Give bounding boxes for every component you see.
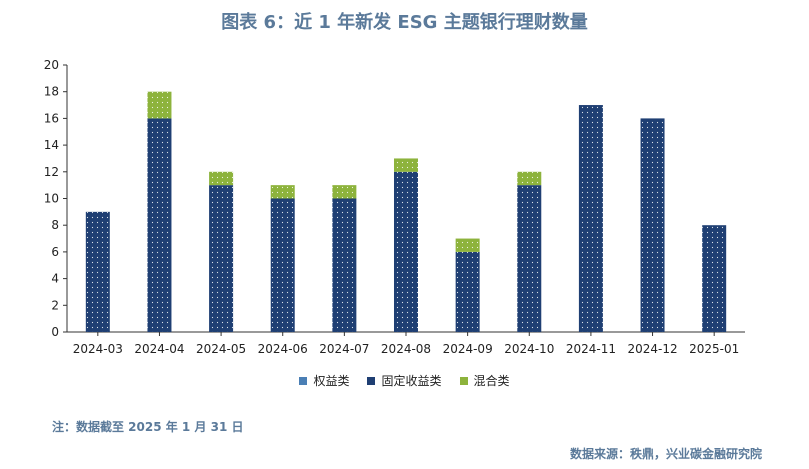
legend-item: 混合类 xyxy=(459,372,510,389)
y-tick-label: 20 xyxy=(44,58,59,72)
bar-segment xyxy=(640,118,665,333)
legend-swatch xyxy=(459,376,468,385)
x-tick-label: 2024-08 xyxy=(381,342,431,356)
y-tick-label: 10 xyxy=(44,192,59,206)
x-tick-label: 2024-04 xyxy=(134,342,184,356)
x-tick-label: 2025-01 xyxy=(689,342,739,356)
legend-label: 固定收益类 xyxy=(381,374,442,388)
bar-segment xyxy=(85,211,110,332)
x-tick-label: 2024-06 xyxy=(258,342,308,356)
legend-item: 权益类 xyxy=(299,372,349,389)
x-tick-label: 2024-10 xyxy=(504,342,554,356)
y-tick-label: 8 xyxy=(51,218,59,232)
bar-segment xyxy=(332,185,357,199)
bar-segment xyxy=(394,158,418,172)
figure-title: 图表 6：近 1 年新发 ESG 主题银行理财数量 xyxy=(221,12,588,33)
chart-bars xyxy=(85,91,727,333)
y-tick-label: 4 xyxy=(51,272,59,286)
y-tick-label: 18 xyxy=(44,85,59,99)
bar-segment xyxy=(332,198,357,332)
legend-label: 权益类 xyxy=(313,374,350,388)
x-tick-label: 2024-03 xyxy=(73,342,123,356)
x-tick-label: 2024-05 xyxy=(196,342,246,356)
y-tick-label: 14 xyxy=(44,138,59,152)
y-tick-label: 12 xyxy=(44,165,59,179)
bar-segment xyxy=(270,185,295,199)
bar-segment xyxy=(270,198,295,332)
bar-segment xyxy=(455,251,480,332)
y-tick-label: 16 xyxy=(44,111,59,125)
y-tick-label: 2 xyxy=(51,298,59,312)
bar-segment xyxy=(394,171,418,332)
bar-segment xyxy=(147,118,172,333)
bar-segment xyxy=(209,185,234,332)
bar-segment xyxy=(702,225,727,332)
bar-segment xyxy=(147,91,172,119)
chart-legend: 权益类 固定收益类 混合类 xyxy=(0,372,809,389)
legend-item: 固定收益类 xyxy=(367,372,442,389)
x-tick-label: 2024-09 xyxy=(443,342,493,356)
x-tick-label: 2024-12 xyxy=(627,342,677,356)
y-tick-label: 0 xyxy=(51,325,59,339)
legend-swatch xyxy=(299,376,308,385)
x-tick-label: 2024-11 xyxy=(566,342,616,356)
legend-label: 混合类 xyxy=(473,374,510,388)
bar-segment xyxy=(209,171,234,186)
legend-swatch xyxy=(367,376,376,385)
data-source: 数据来源：秩鼎，兴业碳金融研究院 xyxy=(569,447,762,461)
bar-segment xyxy=(578,105,603,332)
x-tick-labels: 2024-03 2024-04 2024-05 2024-06 2024-07 2024-… xyxy=(73,332,739,356)
footnote: 注：数据截至 2025 年 1 月 31 日 xyxy=(52,420,244,434)
y-tick-label: 6 xyxy=(51,245,59,259)
bar-segment xyxy=(517,171,542,186)
bar-segment xyxy=(517,185,542,332)
bar-segment xyxy=(455,238,480,252)
x-tick-label: 2024-07 xyxy=(319,342,369,356)
